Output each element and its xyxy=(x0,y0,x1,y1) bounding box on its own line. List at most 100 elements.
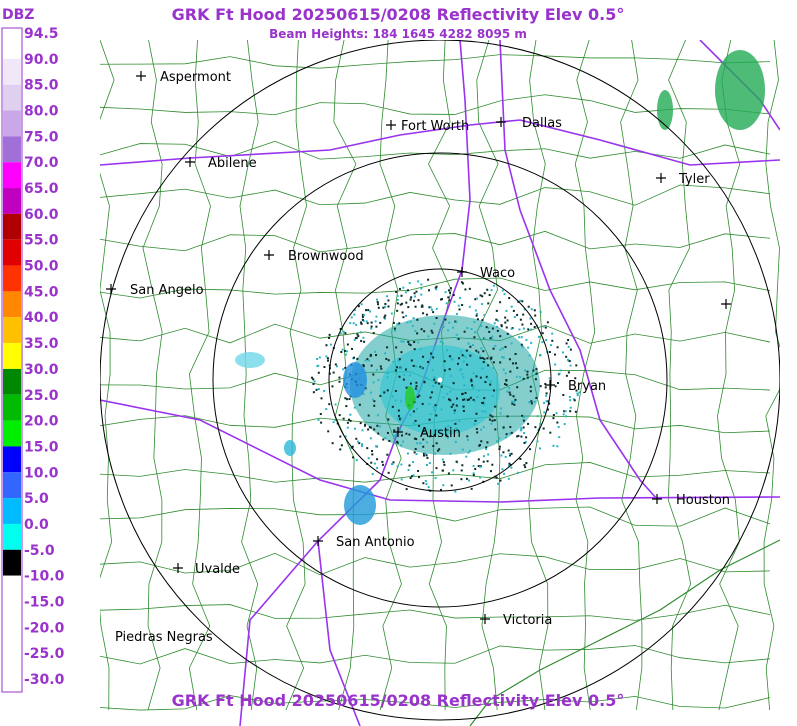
echo-pixel xyxy=(344,435,347,438)
echo-pixel xyxy=(520,427,523,430)
echo-pixel xyxy=(468,305,471,308)
echo-pixel xyxy=(371,473,374,476)
city-marker xyxy=(721,299,731,309)
city-marker xyxy=(457,267,467,277)
echo-pixel xyxy=(446,392,449,395)
echo-pixel xyxy=(495,318,498,321)
echo-pixel xyxy=(472,385,475,388)
echo-pixel xyxy=(474,331,477,334)
echo-pixel xyxy=(461,373,464,376)
echo-pixel xyxy=(446,329,449,332)
echo-pixel xyxy=(445,434,448,437)
echo-pixel xyxy=(455,460,458,463)
echo-pixel xyxy=(475,312,478,315)
range-ring xyxy=(328,268,552,492)
county-line xyxy=(574,40,596,711)
echo-pixel xyxy=(494,405,497,408)
echo-pixel xyxy=(404,291,407,294)
echo-pixel xyxy=(475,314,478,317)
title: GRK Ft Hood 20250615/0208 Reflectivity E… xyxy=(172,5,625,24)
echo-pixel xyxy=(392,321,395,324)
echo-pixel xyxy=(448,355,451,358)
echo-pixel xyxy=(458,420,461,423)
echo-pixel xyxy=(500,407,503,410)
echo-pixel xyxy=(509,464,512,467)
echo-pixel xyxy=(490,422,493,425)
echo-pixel xyxy=(554,353,557,356)
echo-pixel xyxy=(473,321,476,324)
echo-pixel xyxy=(513,400,516,403)
echo-pixel xyxy=(402,378,405,381)
legend-swatch xyxy=(3,188,21,214)
echo-pixel xyxy=(328,403,331,406)
echo-pixel xyxy=(462,376,465,379)
echo-pixel xyxy=(352,456,355,459)
county-line xyxy=(100,695,771,711)
echo-pixel xyxy=(480,347,483,350)
echo-pixel xyxy=(445,302,448,305)
city-label: Austin xyxy=(420,426,461,441)
echo-pixel xyxy=(373,404,376,407)
echo-pixel xyxy=(512,395,515,398)
echo-pixel xyxy=(396,298,399,301)
echo-pixel xyxy=(428,402,431,405)
echo-pixel xyxy=(338,380,341,383)
echo-pixel xyxy=(310,376,313,379)
echo-pixel xyxy=(405,386,408,389)
echo-pixel xyxy=(370,364,373,367)
echo-pixel xyxy=(412,364,415,367)
echo-pixel xyxy=(539,422,542,425)
echo-pixel xyxy=(435,467,438,470)
echo-pixel xyxy=(522,313,525,316)
echo-pixel xyxy=(574,410,577,413)
echo-pixel xyxy=(360,445,363,448)
echo-pixel xyxy=(492,361,495,364)
echo-pixel xyxy=(365,309,368,312)
echo-pixel xyxy=(384,314,387,317)
echo-pixel xyxy=(460,281,463,284)
legend-label: -20.0 xyxy=(24,620,65,636)
echo-pixel xyxy=(317,364,320,367)
legend-label: 45.0 xyxy=(24,284,59,300)
echo-pixel xyxy=(503,472,506,475)
echo-pixel xyxy=(483,292,486,295)
echo-pixel xyxy=(406,452,409,455)
echo-pixel xyxy=(369,391,372,394)
echo-pixel xyxy=(367,457,370,460)
echo-pixel xyxy=(435,442,438,445)
echo-pixel xyxy=(401,302,404,305)
echo-pixel xyxy=(349,419,352,422)
echo-pixel xyxy=(429,413,432,416)
echo-pixel xyxy=(482,460,485,463)
echo-pixel xyxy=(576,394,579,397)
echo-pixel xyxy=(413,451,416,454)
echo-pixel xyxy=(452,469,455,472)
echo-pixel xyxy=(361,315,364,318)
echo-pixel xyxy=(542,325,545,328)
echo-pixel xyxy=(346,426,349,429)
echo-pixel xyxy=(556,421,559,424)
echo-pixel xyxy=(415,365,418,368)
echo-pixel xyxy=(499,412,502,415)
echo-pixel xyxy=(398,322,401,325)
echo-pixel xyxy=(491,338,494,341)
echo-pixel xyxy=(424,452,427,455)
echo-pixel xyxy=(457,357,460,360)
echo-pixel xyxy=(488,293,491,296)
echo-pixel xyxy=(490,289,493,292)
echo-pixel xyxy=(519,376,522,379)
echo-pixel xyxy=(472,386,475,389)
echo-pixel xyxy=(523,441,526,444)
legend-swatch xyxy=(3,213,21,240)
legend-title: DBZ xyxy=(2,7,34,23)
echo-pixel xyxy=(487,302,490,305)
echo-pixel xyxy=(348,398,351,401)
echo-pixel xyxy=(481,295,484,298)
legend-swatch xyxy=(3,58,21,85)
echo-pixel xyxy=(433,408,436,411)
echo-pixel xyxy=(312,378,315,381)
echo-pixel xyxy=(495,309,498,312)
echo-pixel xyxy=(344,332,347,335)
range-rings xyxy=(100,40,780,721)
echo-pixel xyxy=(375,369,378,372)
